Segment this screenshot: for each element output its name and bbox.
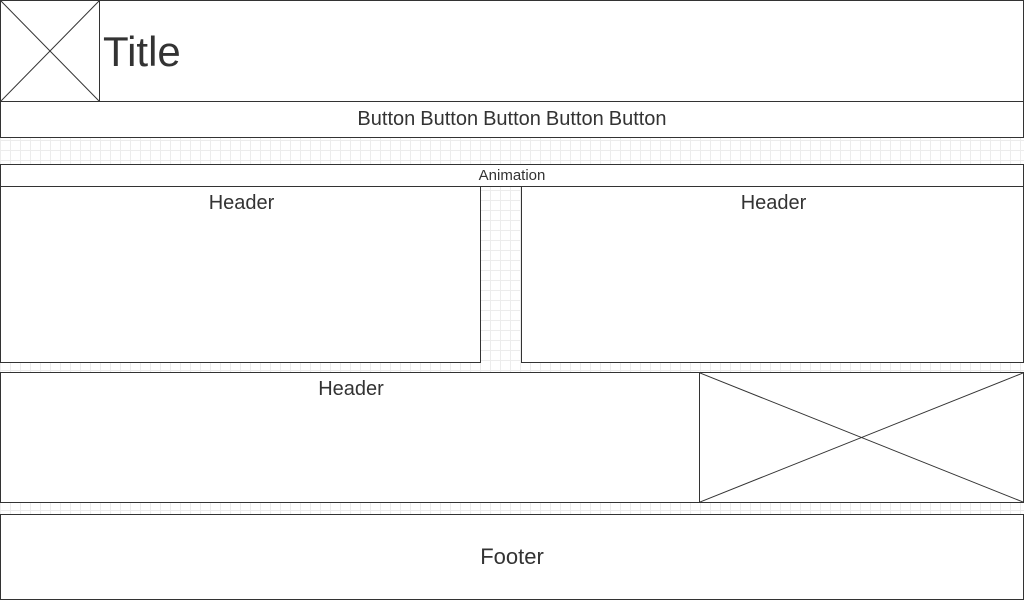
nav-button-4[interactable]: Button	[545, 108, 604, 130]
logo-image-placeholder	[0, 0, 100, 102]
nav-button-2[interactable]: Button	[420, 108, 479, 130]
page-title: Title	[103, 28, 181, 75]
panel-header: Header	[318, 378, 384, 400]
nav-bar: Button Button Button Button Button	[0, 101, 1024, 138]
content-panel-right: Header	[521, 186, 1024, 363]
nav-button-3[interactable]: Button	[483, 108, 541, 130]
image-placeholder	[699, 372, 1024, 503]
panel-header: Header	[208, 192, 275, 214]
image-placeholder-icon	[1, 1, 99, 101]
nav-button-1[interactable]: Button	[357, 108, 416, 130]
footer-label: Footer	[480, 544, 544, 569]
animation-label: Animation	[478, 167, 546, 184]
content-panel-left: Header	[0, 186, 481, 363]
image-placeholder-icon	[700, 373, 1023, 502]
content-panel-wide: Header	[0, 372, 700, 503]
title-bar: Title	[0, 0, 1024, 102]
animation-bar: Animation	[0, 164, 1024, 187]
panel-header: Header	[740, 192, 807, 214]
nav-button-5[interactable]: Button	[608, 108, 667, 130]
footer: Footer	[0, 514, 1024, 600]
